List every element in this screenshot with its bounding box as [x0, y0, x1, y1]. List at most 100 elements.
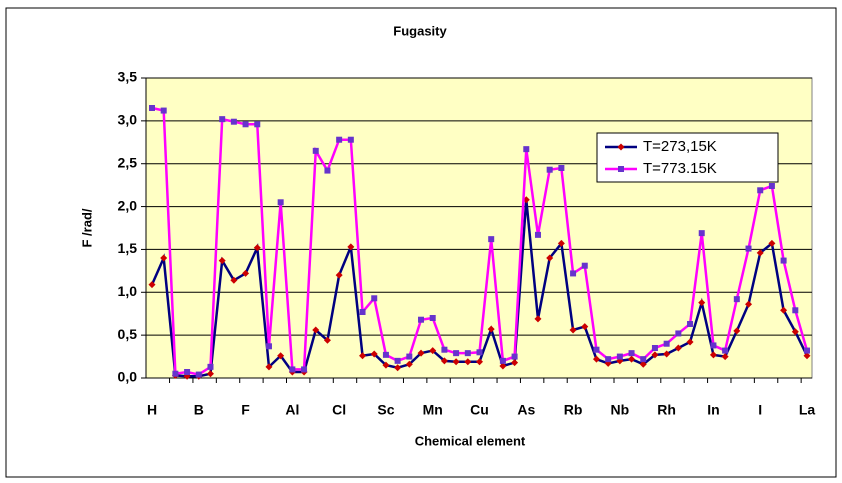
marker: [429, 347, 437, 355]
marker: [698, 230, 705, 237]
legend-marker: [617, 143, 625, 151]
marker: [546, 166, 553, 173]
marker: [569, 326, 577, 334]
marker: [347, 136, 354, 143]
marker: [792, 307, 799, 314]
marker: [640, 356, 647, 363]
marker: [581, 323, 589, 331]
marker: [160, 107, 167, 114]
y-tick-label: 1,5: [118, 240, 138, 256]
y-tick-label: 2,5: [118, 154, 138, 170]
marker: [336, 136, 343, 143]
x-tick-label: Al: [285, 402, 299, 418]
marker: [277, 352, 285, 360]
chart-title: Fugasity: [393, 23, 447, 38]
marker: [756, 249, 764, 257]
marker: [721, 353, 729, 361]
marker: [371, 295, 378, 302]
y-tick-label: 0,5: [118, 326, 138, 342]
x-tick-label: Sc: [377, 402, 394, 418]
marker: [230, 118, 237, 125]
x-tick-label: F: [241, 402, 250, 418]
y-tick-label: 3,5: [118, 69, 138, 85]
x-tick-label: B: [194, 402, 204, 418]
marker: [803, 352, 811, 360]
marker: [581, 262, 588, 269]
marker: [335, 271, 343, 279]
marker: [347, 243, 355, 251]
marker: [804, 347, 810, 354]
marker: [592, 355, 600, 363]
marker: [406, 353, 413, 360]
x-tick-label: Mn: [423, 402, 443, 418]
x-tick-label: I: [758, 402, 762, 418]
marker: [289, 366, 296, 373]
marker: [370, 350, 378, 358]
marker: [745, 245, 752, 252]
marker: [207, 363, 214, 370]
marker: [628, 355, 636, 363]
marker: [675, 330, 682, 337]
marker: [791, 328, 799, 336]
marker: [184, 369, 191, 375]
marker: [441, 346, 448, 353]
marker: [253, 244, 261, 252]
y-tick-label: 2,0: [118, 197, 138, 213]
marker: [534, 315, 542, 323]
y-axis-label: F /rad/: [79, 208, 94, 247]
legend-box: [596, 132, 779, 183]
marker: [265, 363, 273, 371]
marker: [698, 299, 706, 307]
marker: [218, 257, 226, 265]
y-tick-label: 1,0: [118, 283, 138, 299]
marker: [674, 344, 682, 352]
marker: [219, 116, 226, 123]
marker: [195, 371, 202, 378]
marker: [709, 351, 717, 359]
marker: [499, 362, 507, 370]
marker: [780, 306, 788, 314]
marker: [453, 350, 460, 357]
x-tick-label: Cl: [332, 402, 346, 418]
marker: [570, 270, 577, 277]
y-tick-label: 3,0: [118, 112, 138, 128]
marker: [733, 327, 741, 335]
marker: [546, 254, 554, 262]
marker: [663, 350, 671, 358]
marker: [557, 239, 565, 247]
marker: [651, 351, 659, 359]
marker: [323, 336, 331, 344]
marker: [499, 357, 506, 364]
marker: [639, 360, 647, 368]
marker: [265, 343, 272, 350]
marker: [780, 257, 787, 264]
marker: [511, 359, 519, 367]
marker: [464, 350, 471, 357]
x-tick-label: As: [517, 402, 535, 418]
x-tick-label: In: [707, 402, 719, 418]
marker: [149, 105, 155, 111]
marker: [160, 254, 168, 262]
marker: [464, 358, 472, 366]
marker: [616, 353, 623, 360]
marker: [663, 340, 670, 347]
legend-label: T=773.15K: [643, 160, 717, 177]
x-tick-label: Rh: [657, 402, 676, 418]
marker: [605, 356, 612, 363]
marker: [429, 315, 436, 321]
marker: [394, 357, 401, 364]
x-tick-label: H: [147, 402, 157, 418]
marker: [534, 231, 541, 238]
marker: [301, 366, 308, 373]
marker: [476, 349, 483, 356]
marker: [733, 296, 740, 303]
marker: [359, 309, 366, 315]
marker: [757, 187, 764, 194]
marker: [172, 370, 179, 377]
marker: [312, 147, 319, 154]
y-tick-label: 0,0: [118, 369, 138, 385]
marker: [206, 370, 214, 378]
marker: [488, 236, 495, 243]
x-tick-label: Nb: [611, 402, 630, 418]
marker: [418, 316, 425, 323]
